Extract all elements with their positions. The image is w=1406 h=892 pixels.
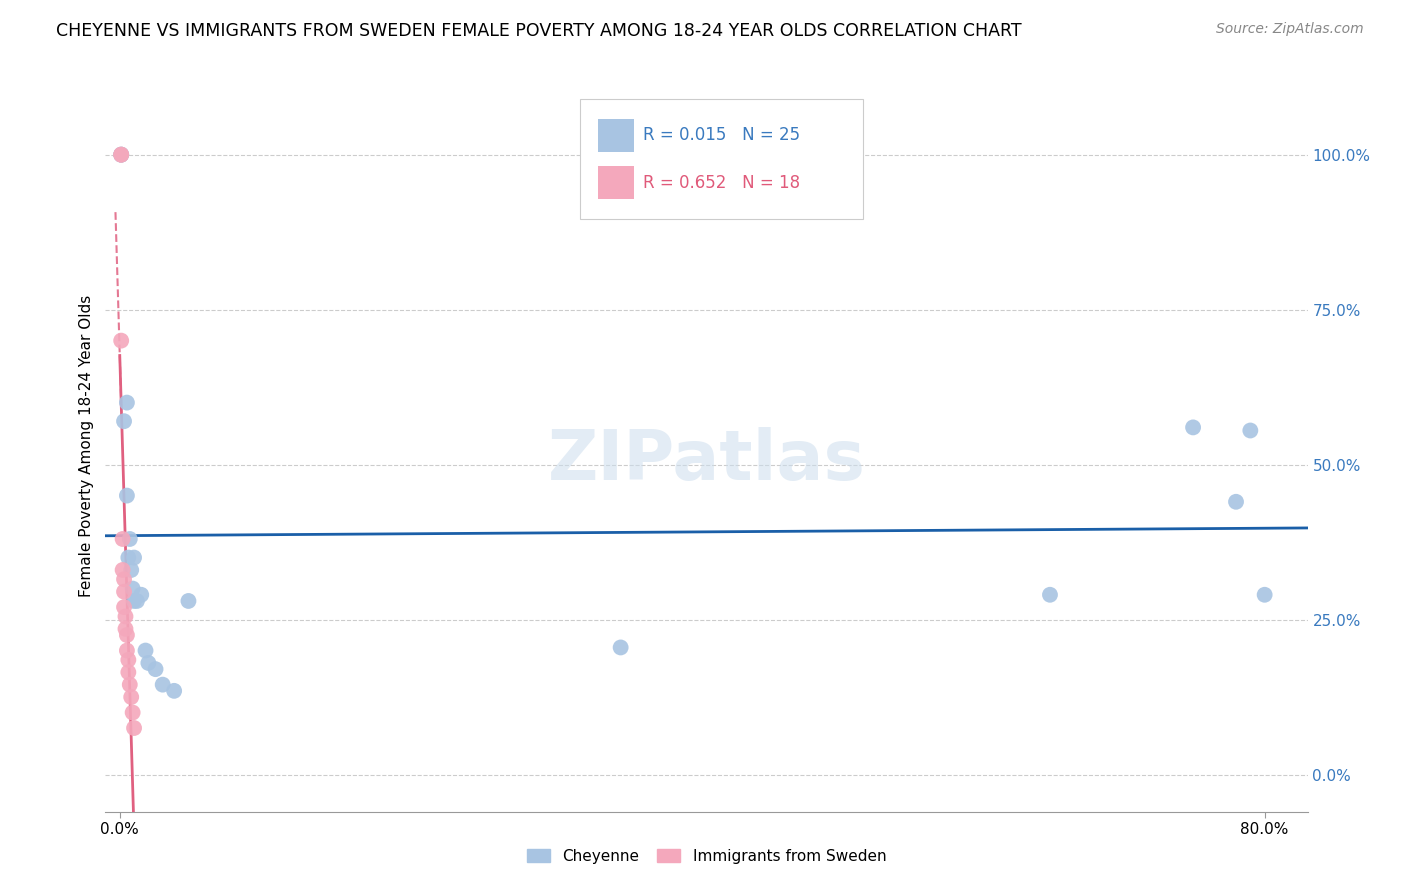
Point xyxy=(121,706,143,720)
Point xyxy=(129,588,152,602)
Point xyxy=(1239,424,1261,438)
Point xyxy=(120,563,142,577)
Point xyxy=(110,147,132,161)
FancyBboxPatch shape xyxy=(581,99,863,219)
Point xyxy=(115,628,138,642)
Y-axis label: Female Poverty Among 18-24 Year Olds: Female Poverty Among 18-24 Year Olds xyxy=(79,295,94,597)
Point xyxy=(118,532,141,546)
Point xyxy=(117,665,139,680)
Bar xyxy=(599,119,634,152)
Point xyxy=(118,678,141,692)
Point xyxy=(110,147,132,161)
Point xyxy=(112,414,135,428)
Point xyxy=(121,582,143,596)
Text: R = 0.652   N = 18: R = 0.652 N = 18 xyxy=(643,174,800,192)
Point xyxy=(138,656,160,670)
Point xyxy=(135,643,157,657)
Point xyxy=(1182,420,1205,434)
Point xyxy=(115,395,138,409)
Text: R = 0.015   N = 25: R = 0.015 N = 25 xyxy=(643,126,800,145)
Point xyxy=(111,532,134,546)
Text: ZIPatlas: ZIPatlas xyxy=(547,427,866,494)
Point xyxy=(163,683,186,698)
Point xyxy=(111,563,134,577)
Point xyxy=(117,653,139,667)
Point xyxy=(1253,588,1275,602)
Point xyxy=(112,584,135,599)
Point xyxy=(114,609,136,624)
Point xyxy=(1225,495,1247,509)
Text: CHEYENNE VS IMMIGRANTS FROM SWEDEN FEMALE POVERTY AMONG 18-24 YEAR OLDS CORRELAT: CHEYENNE VS IMMIGRANTS FROM SWEDEN FEMAL… xyxy=(56,22,1022,40)
Point xyxy=(145,662,167,676)
Point xyxy=(110,147,132,161)
Point xyxy=(117,550,139,565)
Point xyxy=(125,594,148,608)
Legend: Cheyenne, Immigrants from Sweden: Cheyenne, Immigrants from Sweden xyxy=(520,843,893,870)
Point xyxy=(110,334,132,348)
Point xyxy=(110,147,132,161)
Text: Source: ZipAtlas.com: Source: ZipAtlas.com xyxy=(1216,22,1364,37)
Point xyxy=(112,600,135,615)
Point xyxy=(112,572,135,586)
Point xyxy=(609,640,631,655)
Point xyxy=(152,678,174,692)
Point xyxy=(122,594,145,608)
Point xyxy=(114,622,136,636)
Point xyxy=(1039,588,1062,602)
Point xyxy=(115,489,138,503)
Point xyxy=(177,594,200,608)
Point xyxy=(122,550,145,565)
Point xyxy=(122,721,145,735)
Bar xyxy=(599,166,634,199)
Point xyxy=(115,643,138,657)
Point xyxy=(120,690,142,704)
